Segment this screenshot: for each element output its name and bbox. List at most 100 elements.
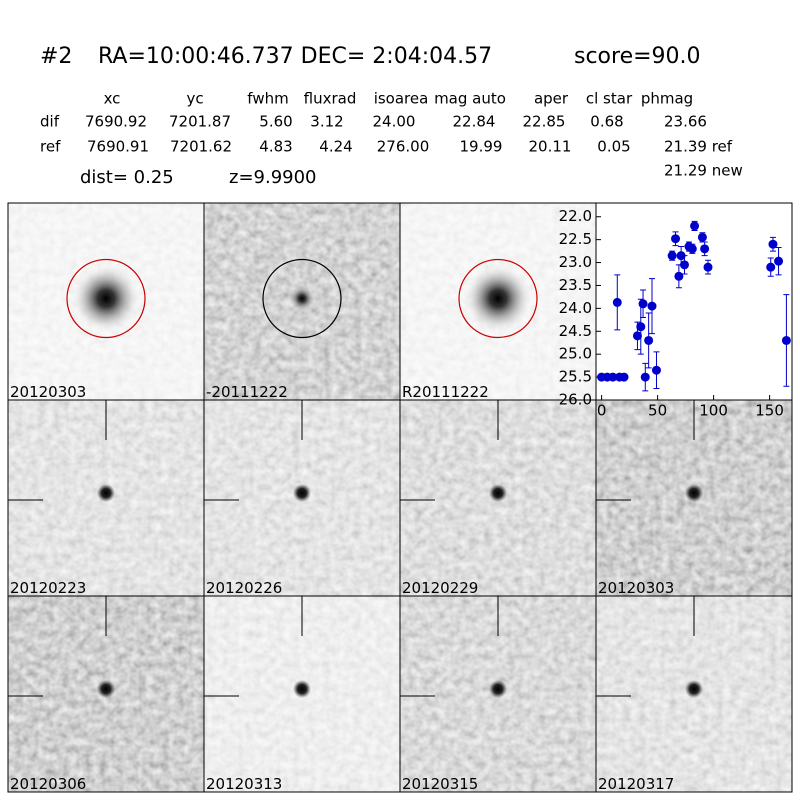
aperture [458,258,538,339]
source [97,484,115,502]
stamp-label: 20120223 [10,579,86,597]
point [632,331,642,341]
stamp: 20120317 [595,595,793,793]
cell: 19.99 [460,138,503,156]
point [676,251,686,261]
point [774,256,784,266]
source [685,484,703,502]
cell: 7690.92 [85,113,147,131]
point [703,262,713,272]
source [293,484,311,502]
stamp: -20111222 [203,202,401,401]
stamp: 20120223 [7,399,205,597]
object-id: #2 [40,44,72,69]
point [667,251,677,261]
y-tick-label: 22.5 [559,230,592,248]
y-tick-label: 23.5 [559,276,592,294]
aperture [262,258,342,339]
source [489,680,507,698]
column-header: cl star [586,90,633,108]
stamp: 20120303 [7,202,205,401]
column-header: fwhm [247,90,288,108]
stamp: 20120229 [399,399,597,597]
stats-table: xc yc fwhm fluxrad isoarea mag auto aper cl sta… [40,90,733,156]
y-tick-label: 23.0 [559,253,592,271]
source [489,484,507,502]
point [687,244,697,254]
point [690,221,700,231]
cell: 0.05 [597,138,630,156]
stamp-label: 20120313 [206,775,282,793]
stamp-frame [595,595,793,793]
point [766,262,776,272]
stamp: 20120306 [7,595,205,793]
cell: 23.66 [664,113,707,131]
cell: 4.24 [319,138,352,156]
stamp-label: -20111222 [206,383,288,401]
cell: 24.00 [373,113,416,131]
point [697,232,707,242]
distance: dist= 0.25 [80,167,174,188]
x-tick-label: 0 [597,402,607,420]
phmag-new: 21.29 new [664,162,743,180]
point [644,335,654,345]
x-tick-label: 100 [699,402,728,420]
coordinates: RA=10:00:46.737 DEC= 2:04:04.57 [98,44,492,69]
y-tick-label: 24.0 [559,299,592,317]
source [685,680,703,698]
point [679,260,689,270]
stamp-label: R20111222 [402,383,489,401]
column-header: isoarea [374,90,429,108]
stamp-label: 20120303 [10,383,86,401]
y-tick-label: 22.0 [559,207,592,225]
x-tick-label: 50 [648,402,667,420]
cell: 4.83 [259,138,292,156]
stamp: 20120303 [595,399,793,597]
point [671,234,681,244]
cell: 0.68 [590,113,623,131]
cell: 5.60 [259,113,292,131]
stamp-label: 20120306 [10,775,86,793]
cell: 7201.87 [169,113,231,131]
point [619,372,629,382]
source [293,680,311,698]
cell: 3.12 [310,113,343,131]
stamp: 20120315 [399,595,597,793]
y-tick-label: 25.0 [559,345,592,363]
cell: 7201.62 [170,138,232,156]
point [612,297,622,307]
point [640,372,650,382]
lightcurve: 22.0 22.5 23.0 23.5 24.0 24.5 25.0 25.5 26.0 0 50 1… [559,202,793,420]
source [97,680,115,698]
cell: 20.11 [529,138,572,156]
source [464,264,532,333]
stamp: 20120226 [203,399,401,597]
y-tick-label: 25.5 [559,368,592,386]
point [638,299,648,309]
cell: 276.00 [377,138,430,156]
stamp-grid: 20120303 -20111222 R20111222 20120223 201202… [7,202,793,793]
stamp-label: 20120315 [402,775,478,793]
column-header: fluxrad [304,90,357,108]
column-header: mag auto [434,90,506,108]
y-tick-label: 24.5 [559,322,592,340]
column-header: aper [534,90,569,108]
cell: 21.39 ref [664,138,733,156]
cell: 22.85 [523,113,566,131]
point [608,372,618,382]
column-header: yc [186,90,203,108]
point [636,322,646,332]
score: score=90.0 [574,44,701,69]
stamp-label: 20120303 [598,579,674,597]
source [288,284,316,313]
stamp: 20120313 [203,595,401,793]
plot-area [595,202,793,401]
redshift: z=9.9900 [229,167,317,188]
source [72,264,140,333]
stamp-label: 20120229 [402,579,478,597]
row-label: ref [40,138,61,156]
y-tick-label: 26.0 [559,391,592,409]
stamp-label: 20120226 [206,579,282,597]
stamp: R20111222 [399,202,597,401]
